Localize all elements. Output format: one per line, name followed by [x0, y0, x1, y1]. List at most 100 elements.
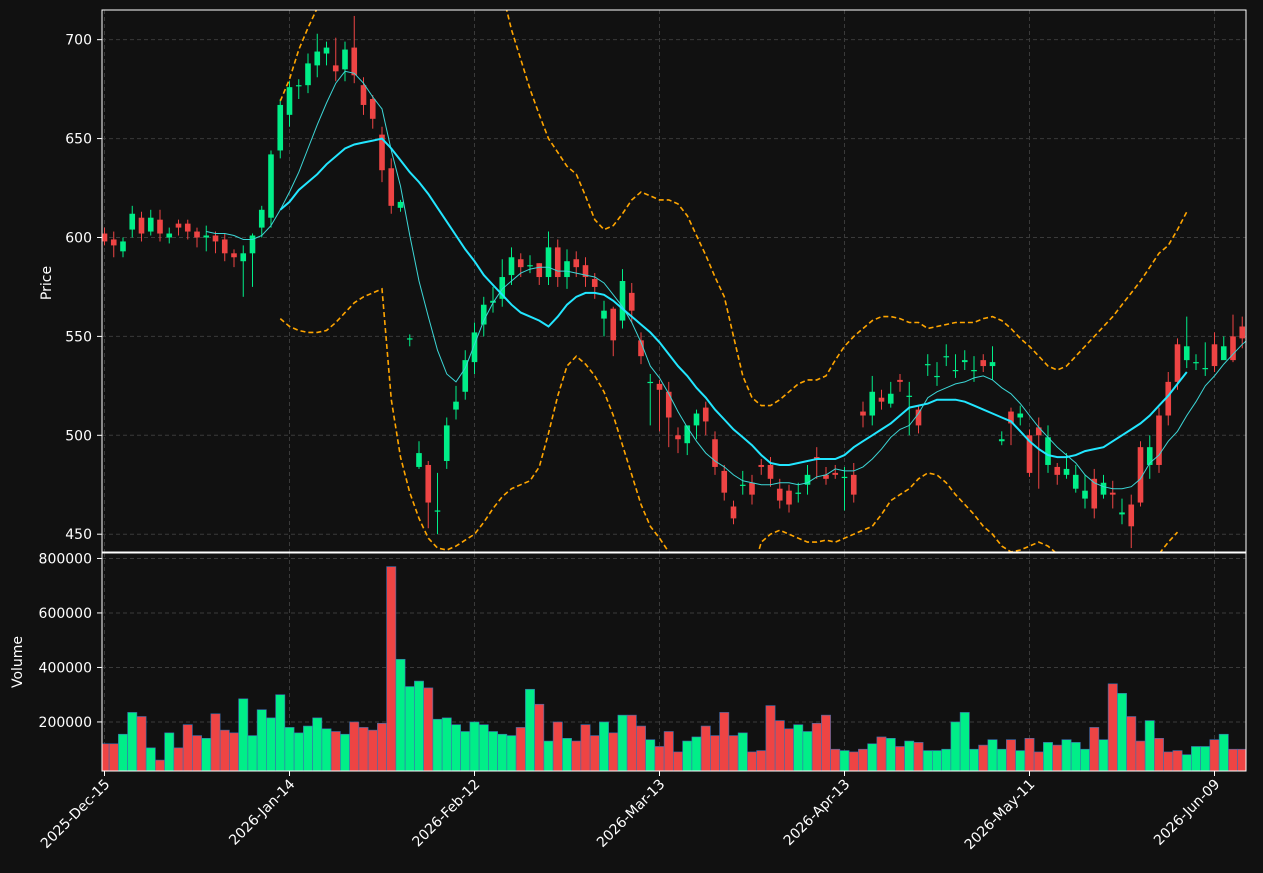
volume-bar — [1117, 693, 1127, 771]
volume-bar — [654, 746, 665, 771]
candle-body — [749, 482, 755, 495]
candle-body — [591, 279, 598, 287]
candle-body — [1035, 427, 1042, 436]
candle-body — [1156, 415, 1162, 465]
volume-bar — [395, 658, 406, 771]
candle-body — [786, 490, 792, 505]
volume-bar — [108, 743, 119, 771]
candle-body — [416, 453, 422, 467]
volume-bar — [858, 748, 868, 771]
volume-bar — [478, 724, 489, 771]
candle-body — [1026, 435, 1033, 473]
candle-body — [961, 360, 968, 363]
volume-bar — [1181, 754, 1192, 771]
candle-body — [980, 360, 987, 367]
volume-bar — [238, 698, 249, 771]
volume-bar — [182, 724, 193, 771]
volume-bar — [1006, 739, 1016, 771]
candle-body — [665, 391, 672, 418]
volume-bar — [192, 735, 202, 771]
candle-body — [388, 168, 395, 206]
volume-bar — [1080, 748, 1090, 771]
candle-body — [1128, 504, 1135, 527]
volume-bar — [904, 740, 915, 771]
candle-body — [1174, 344, 1181, 382]
volume-bar — [451, 724, 461, 771]
volume-bar — [469, 721, 480, 771]
volume-tick-label: 200000 — [39, 715, 92, 731]
volume-bar — [256, 709, 267, 771]
volume-bar — [562, 737, 572, 771]
candle-body — [610, 308, 617, 341]
price-tick-label: 450 — [65, 527, 92, 543]
candle-body — [1054, 466, 1061, 475]
candle-body — [268, 154, 274, 218]
volume-bar — [913, 742, 924, 771]
volume-bar — [367, 729, 378, 771]
volume-bar — [663, 731, 674, 771]
candle-body — [212, 235, 219, 242]
volume-panel — [102, 566, 1246, 771]
volume-bar — [978, 744, 989, 771]
candle-body — [684, 425, 691, 444]
volume-tick-label: 400000 — [39, 660, 92, 676]
volume-bar — [756, 750, 767, 771]
volume-bar — [1154, 737, 1164, 771]
volume-bar — [1089, 727, 1100, 771]
candle-body — [406, 338, 413, 340]
candle-body — [841, 476, 848, 479]
candle-body — [989, 362, 996, 367]
volume-bar — [737, 732, 748, 771]
candle-body — [194, 231, 200, 238]
volume-bar — [1172, 750, 1183, 771]
candle-body — [397, 201, 404, 208]
candle-body — [804, 474, 811, 485]
volume-bar — [996, 748, 1007, 771]
candle-body — [1045, 437, 1051, 465]
candle-body — [314, 51, 321, 66]
candle-body — [157, 219, 163, 234]
volume-bar — [608, 732, 619, 771]
volume-tick-label: 800000 — [39, 551, 92, 567]
candle-body — [1008, 411, 1014, 424]
candle-body — [601, 310, 607, 319]
volume-bar — [839, 750, 850, 771]
candle-body — [138, 217, 145, 234]
volume-bar — [1052, 744, 1063, 771]
candle-body — [656, 383, 663, 390]
volume-bar — [1070, 742, 1081, 771]
volume-axis-label: Volume — [10, 636, 26, 688]
price-tick-label: 600 — [65, 230, 92, 246]
candle-body — [517, 259, 524, 268]
volume-bar — [155, 759, 165, 771]
volume-bar — [377, 723, 387, 771]
volume-bar — [173, 747, 184, 771]
candle-body — [554, 247, 561, 278]
volume-bar — [691, 736, 702, 771]
volume-bar — [136, 716, 147, 771]
lower-band-line — [279, 287, 1179, 552]
price-tick-label: 650 — [65, 132, 92, 148]
candle-body — [1146, 447, 1153, 465]
candle-body — [693, 413, 700, 426]
candle-body — [1100, 482, 1107, 495]
candle-body — [924, 364, 931, 366]
candle-body — [647, 381, 654, 384]
candle-body — [110, 239, 117, 246]
volume-bar — [645, 739, 656, 771]
volume-bar — [441, 717, 452, 771]
price-tick-label: 500 — [65, 428, 92, 444]
volume-bar — [1033, 751, 1044, 771]
candle-body — [175, 223, 182, 228]
price-tick-label: 700 — [65, 33, 92, 49]
candle-body — [795, 492, 802, 494]
price-panel-frame — [101, 9, 1247, 553]
volume-bar — [525, 688, 535, 771]
volume-bar — [1024, 737, 1035, 771]
volume-bar — [793, 724, 804, 771]
candle-body — [943, 356, 950, 358]
volume-bar — [589, 735, 600, 771]
volume-bar — [1061, 739, 1072, 771]
volume-bar — [312, 717, 323, 771]
volume-bar — [543, 740, 554, 771]
